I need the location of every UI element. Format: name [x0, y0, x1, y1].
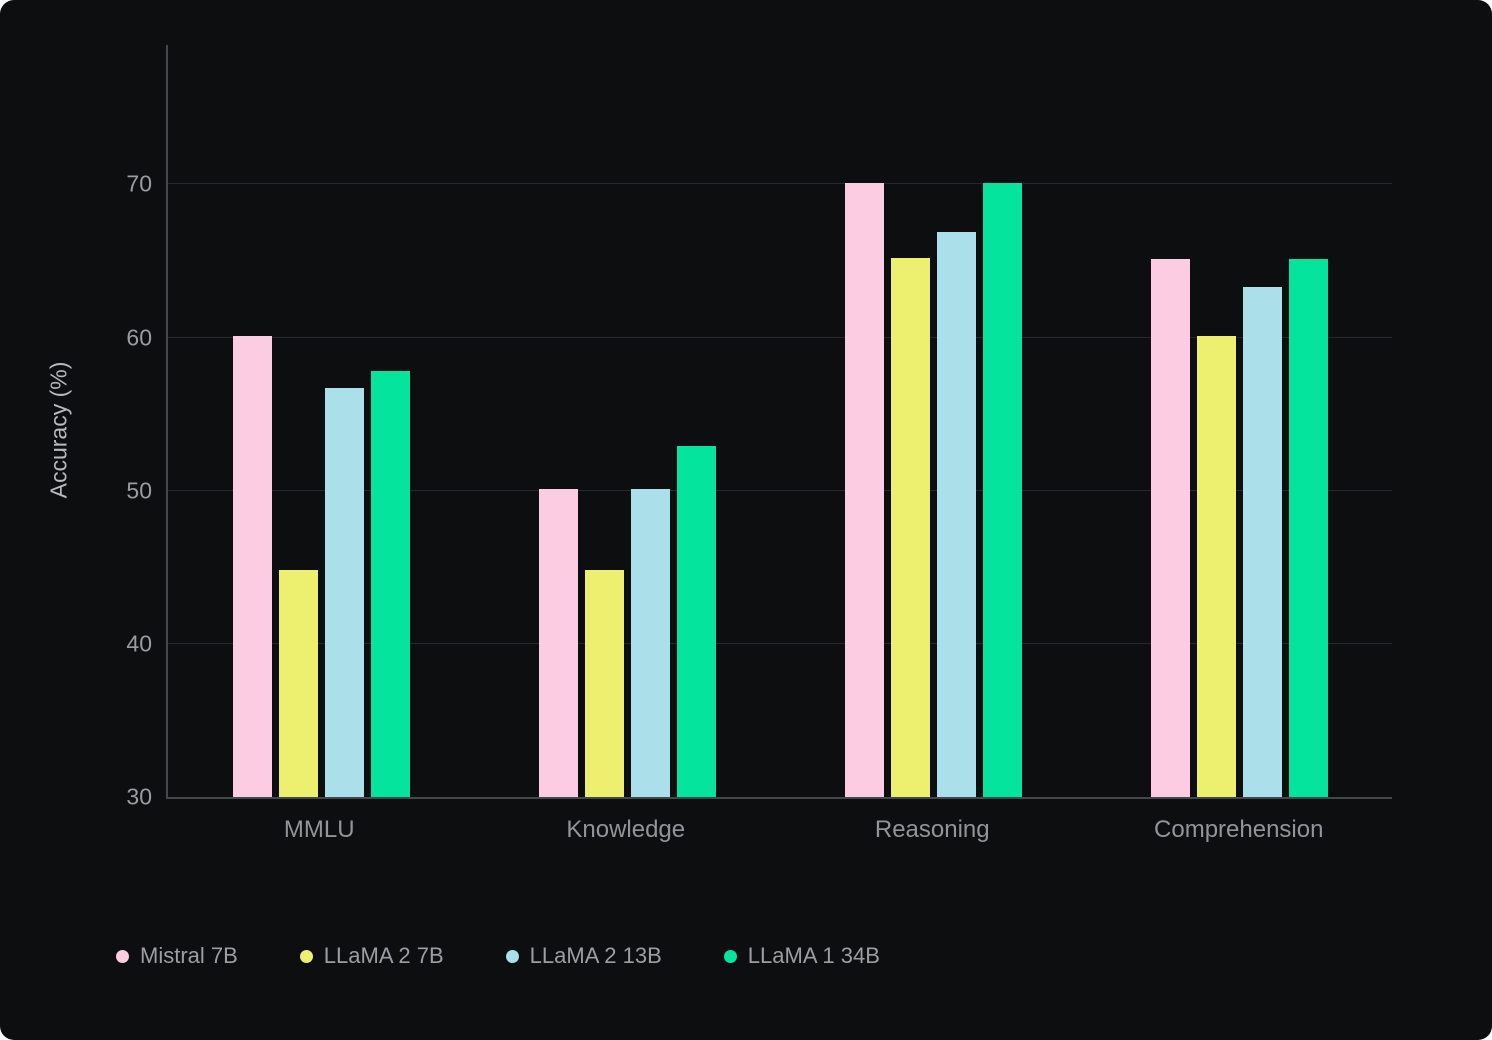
bar-group-mmlu — [168, 45, 474, 797]
legend-dot-icon — [505, 949, 519, 963]
legend-item-llama-2-7b: LLaMA 2 7B — [299, 943, 444, 969]
y-tick-label-30: 30 — [126, 783, 152, 810]
legend-item-llama-2-13b: LLaMA 2 13B — [505, 943, 662, 969]
y-tick-label-50: 50 — [126, 477, 152, 504]
legend-item-mistral-7b: Mistral 7B — [116, 943, 238, 969]
y-tick-label-70: 70 — [126, 170, 152, 197]
legend-dot-icon — [299, 949, 313, 963]
y-axis-title: Accuracy (%) — [45, 361, 72, 499]
category-label-comprehension: Comprehension — [1154, 816, 1324, 843]
bar-llama-2-7b-reasoning — [890, 257, 930, 797]
gridline-50 — [168, 489, 1392, 491]
bar-llama-2-7b-knowledge — [584, 570, 624, 797]
gridline-70 — [168, 183, 1392, 185]
bar-llama-2-13b-comprehension — [1242, 287, 1282, 797]
legend-label: LLaMA 1 34B — [747, 943, 880, 968]
bar-mistral-7b-reasoning — [844, 182, 884, 797]
bar-llama-1-34b-mmlu — [370, 371, 410, 797]
plot-area: 30 40 50 60 70 — [126, 45, 1392, 808]
bar-llama-2-13b-mmlu — [324, 388, 364, 797]
bar-llama-1-34b-knowledge — [676, 446, 716, 797]
gridline-40 — [168, 642, 1392, 644]
y-tick-label-40: 40 — [126, 630, 152, 657]
y-tick-label-60: 60 — [126, 324, 152, 351]
legend-item-llama-1-34b: LLaMA 1 34B — [723, 943, 880, 969]
legend-dot-icon — [723, 949, 737, 963]
bar-llama-2-7b-comprehension — [1196, 336, 1236, 797]
legend: Mistral 7B LLaMA 2 7B LLaMA 2 13B LLaMA 1 3… — [116, 943, 880, 969]
category-label-reasoning: Reasoning — [874, 816, 990, 843]
bar-mistral-7b-knowledge — [538, 489, 578, 797]
legend-label: LLaMA 2 13B — [529, 943, 662, 968]
legend-label: Mistral 7B — [140, 943, 238, 968]
bar-llama-2-13b-reasoning — [936, 231, 976, 797]
bar-llama-1-34b-comprehension — [1288, 259, 1328, 797]
bar-llama-1-34b-reasoning — [982, 182, 1022, 797]
category-label-knowledge: Knowledge — [566, 816, 686, 843]
bar-mistral-7b-comprehension — [1150, 259, 1190, 797]
bars-layer — [168, 45, 1392, 797]
category-axis: MMLU Knowledge Reasoning Comprehension — [166, 816, 1392, 844]
legend-label: LLaMA 2 7B — [323, 943, 444, 968]
bar-group-knowledge — [474, 45, 780, 797]
gridline-60 — [168, 336, 1392, 338]
bar-group-reasoning — [780, 45, 1086, 797]
bar-llama-2-7b-mmlu — [278, 570, 318, 797]
category-label-mmlu: MMLU — [283, 816, 355, 843]
bar-mistral-7b-mmlu — [232, 336, 272, 797]
bar-group-comprehension — [1086, 45, 1392, 797]
legend-dot-icon — [116, 949, 129, 963]
bar-llama-2-13b-knowledge — [630, 489, 670, 797]
